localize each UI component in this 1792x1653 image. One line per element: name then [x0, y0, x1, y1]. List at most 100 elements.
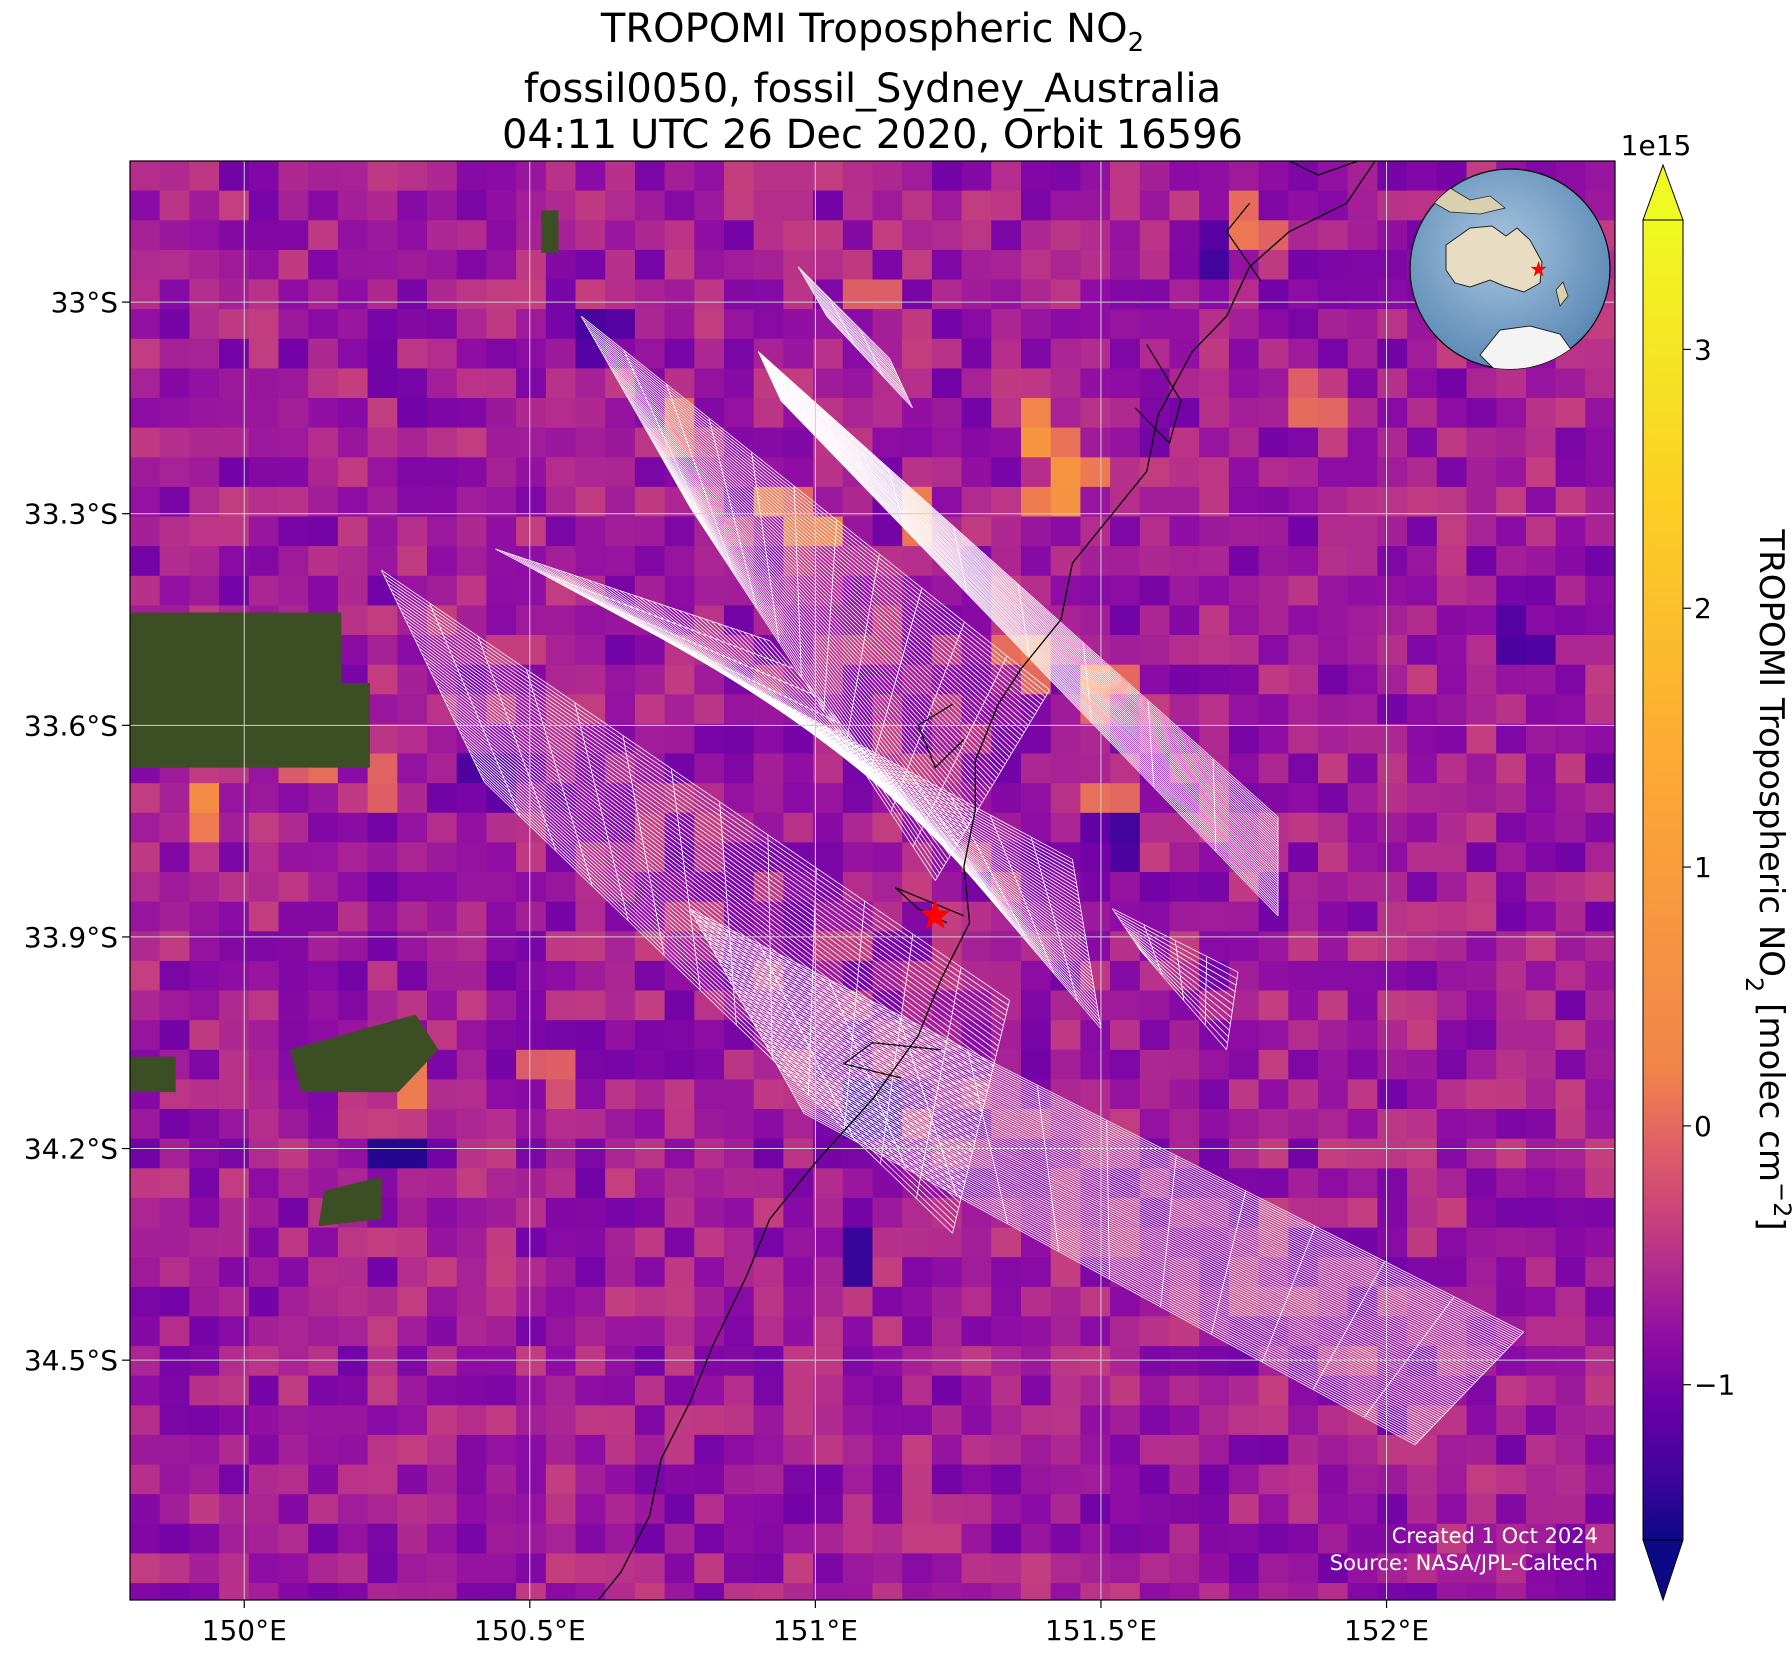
no2-cell [545, 1257, 577, 1288]
no2-cell [1318, 1197, 1349, 1229]
no2-cell [872, 1375, 903, 1406]
no2-cell [456, 605, 487, 636]
no2-cell [813, 161, 844, 192]
no2-cell [842, 1464, 874, 1495]
no2-cell [931, 1523, 963, 1554]
no2-cell [1525, 427, 1557, 458]
no2-cell [159, 190, 190, 221]
no2-cell [1615, 309, 1645, 339]
no2-cell [427, 516, 458, 547]
no2-cell [1496, 1346, 1527, 1377]
no2-cell [665, 1613, 695, 1643]
no2-cell [1377, 990, 1408, 1021]
no2-cell [842, 1227, 874, 1258]
no2-cell [159, 161, 190, 192]
no2-cell [991, 1494, 1022, 1525]
no2-cell [1139, 398, 1171, 429]
no2-cell [456, 309, 487, 340]
no2-cell [130, 901, 161, 932]
no2-cell [1585, 1020, 1615, 1051]
no2-cell [1436, 1049, 1468, 1080]
no2-cell [1555, 575, 1586, 606]
no2-cell [308, 1375, 339, 1406]
no2-cell [694, 723, 725, 755]
no2-cell [724, 220, 755, 251]
no2-cell [367, 1464, 398, 1495]
no2-cell [130, 812, 161, 843]
no2-cell [1466, 901, 1497, 932]
no2-cell [1050, 1257, 1081, 1288]
no2-cell [813, 783, 844, 814]
no2-cell [1021, 753, 1052, 784]
no2-cell [1615, 1494, 1645, 1524]
no2-cell [1377, 1197, 1408, 1229]
no2-cell [1139, 1434, 1171, 1466]
no2-cell [248, 486, 280, 518]
no2-cell [1229, 1613, 1259, 1643]
no2-cell [1466, 368, 1497, 399]
no2-cell [575, 516, 606, 547]
no2-cell [1347, 1553, 1378, 1584]
no2-cell [248, 516, 280, 547]
no2-cell [1615, 487, 1645, 517]
no2-cell [1288, 842, 1319, 873]
no2-cell [456, 486, 487, 518]
no2-cell [753, 309, 784, 340]
no2-cell [1615, 1465, 1645, 1495]
no2-cell [367, 398, 398, 429]
no2-cell [842, 1553, 874, 1584]
no2-cell [1318, 990, 1349, 1021]
no2-cell [1258, 279, 1289, 310]
no2-cell [902, 1523, 933, 1554]
no2-cell [1496, 368, 1527, 399]
no2-cell [397, 1257, 428, 1288]
no2-cell [1199, 1375, 1230, 1406]
no2-cell [1228, 1375, 1260, 1406]
no2-cell [1525, 635, 1557, 666]
no2-cell [337, 1316, 369, 1347]
no2-cell [1436, 694, 1468, 725]
no2-cell [516, 1316, 547, 1347]
no2-cell [1496, 516, 1527, 547]
no2-cell [278, 575, 309, 606]
no2-cell [1407, 872, 1438, 903]
no2-cell [991, 1553, 1022, 1584]
no2-cell [1318, 1138, 1349, 1169]
no2-cell [1466, 1168, 1497, 1199]
no2-cell [278, 309, 309, 340]
no2-cell [1407, 1138, 1438, 1169]
no2-cell [1258, 486, 1289, 518]
no2-cell [1288, 1079, 1319, 1110]
no2-cell [189, 309, 220, 340]
no2-cell [1258, 1375, 1289, 1406]
no2-cell [664, 664, 695, 695]
no2-cell [1525, 901, 1557, 932]
no2-cell [575, 1286, 606, 1317]
no2-cell [664, 1168, 695, 1199]
no2-cell [991, 190, 1022, 221]
no2-cell [1407, 1583, 1438, 1600]
no2-cell [189, 1583, 220, 1600]
no2-cell [130, 190, 161, 221]
no2-cell [1199, 1613, 1229, 1643]
no2-cell [1110, 1020, 1141, 1051]
no2-cell [189, 1464, 220, 1495]
no2-cell [724, 783, 755, 814]
no2-cell [159, 872, 190, 903]
no2-cell [1288, 1197, 1319, 1229]
no2-cell [1080, 753, 1111, 784]
no2-cell [1347, 368, 1378, 399]
no2-cell [575, 1375, 606, 1406]
no2-cell [130, 990, 161, 1021]
coastline-main [597, 161, 1376, 1600]
no2-cell [753, 1227, 784, 1258]
no2-cell [872, 1553, 903, 1584]
no2-cell [308, 1257, 339, 1288]
no2-cell [1080, 368, 1111, 399]
no2-cell [842, 1197, 874, 1229]
no2-cell [248, 1464, 280, 1495]
no2-cell [1199, 1079, 1230, 1110]
no2-cell [961, 190, 992, 221]
no2-cell [605, 1434, 636, 1466]
no2-cell [516, 1168, 547, 1199]
